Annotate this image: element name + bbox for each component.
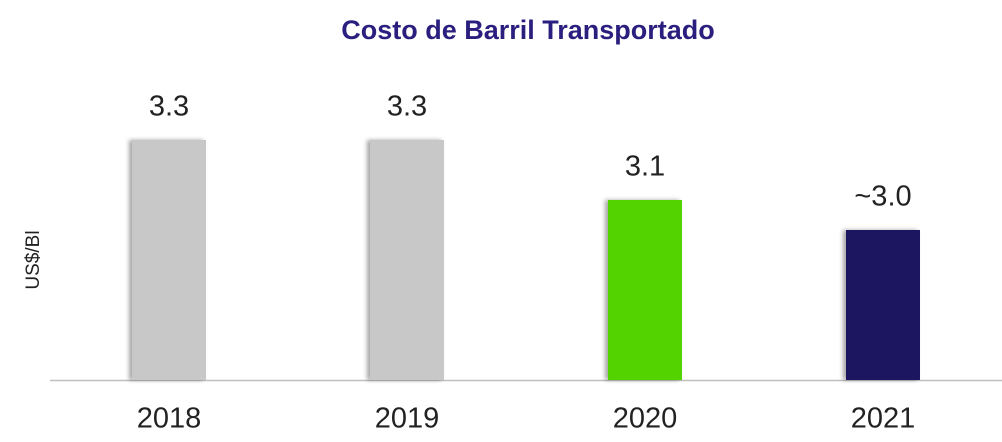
data-label: 3.3 — [387, 91, 427, 123]
data-label: 3.1 — [625, 151, 665, 183]
y-axis-label: US$/Bl — [23, 230, 44, 289]
bar — [846, 230, 920, 380]
x-tick-label: 2019 — [375, 403, 440, 435]
bar — [132, 140, 206, 380]
data-label: 3.3 — [149, 91, 189, 123]
x-tick-label: 2018 — [137, 403, 202, 435]
bar — [370, 140, 444, 380]
bar — [608, 200, 682, 380]
data-label: ~3.0 — [854, 181, 911, 213]
x-tick-label: 2021 — [851, 403, 916, 435]
x-tick-label: 2020 — [613, 403, 678, 435]
chart-title: Costo de Barril Transportado — [341, 15, 715, 45]
